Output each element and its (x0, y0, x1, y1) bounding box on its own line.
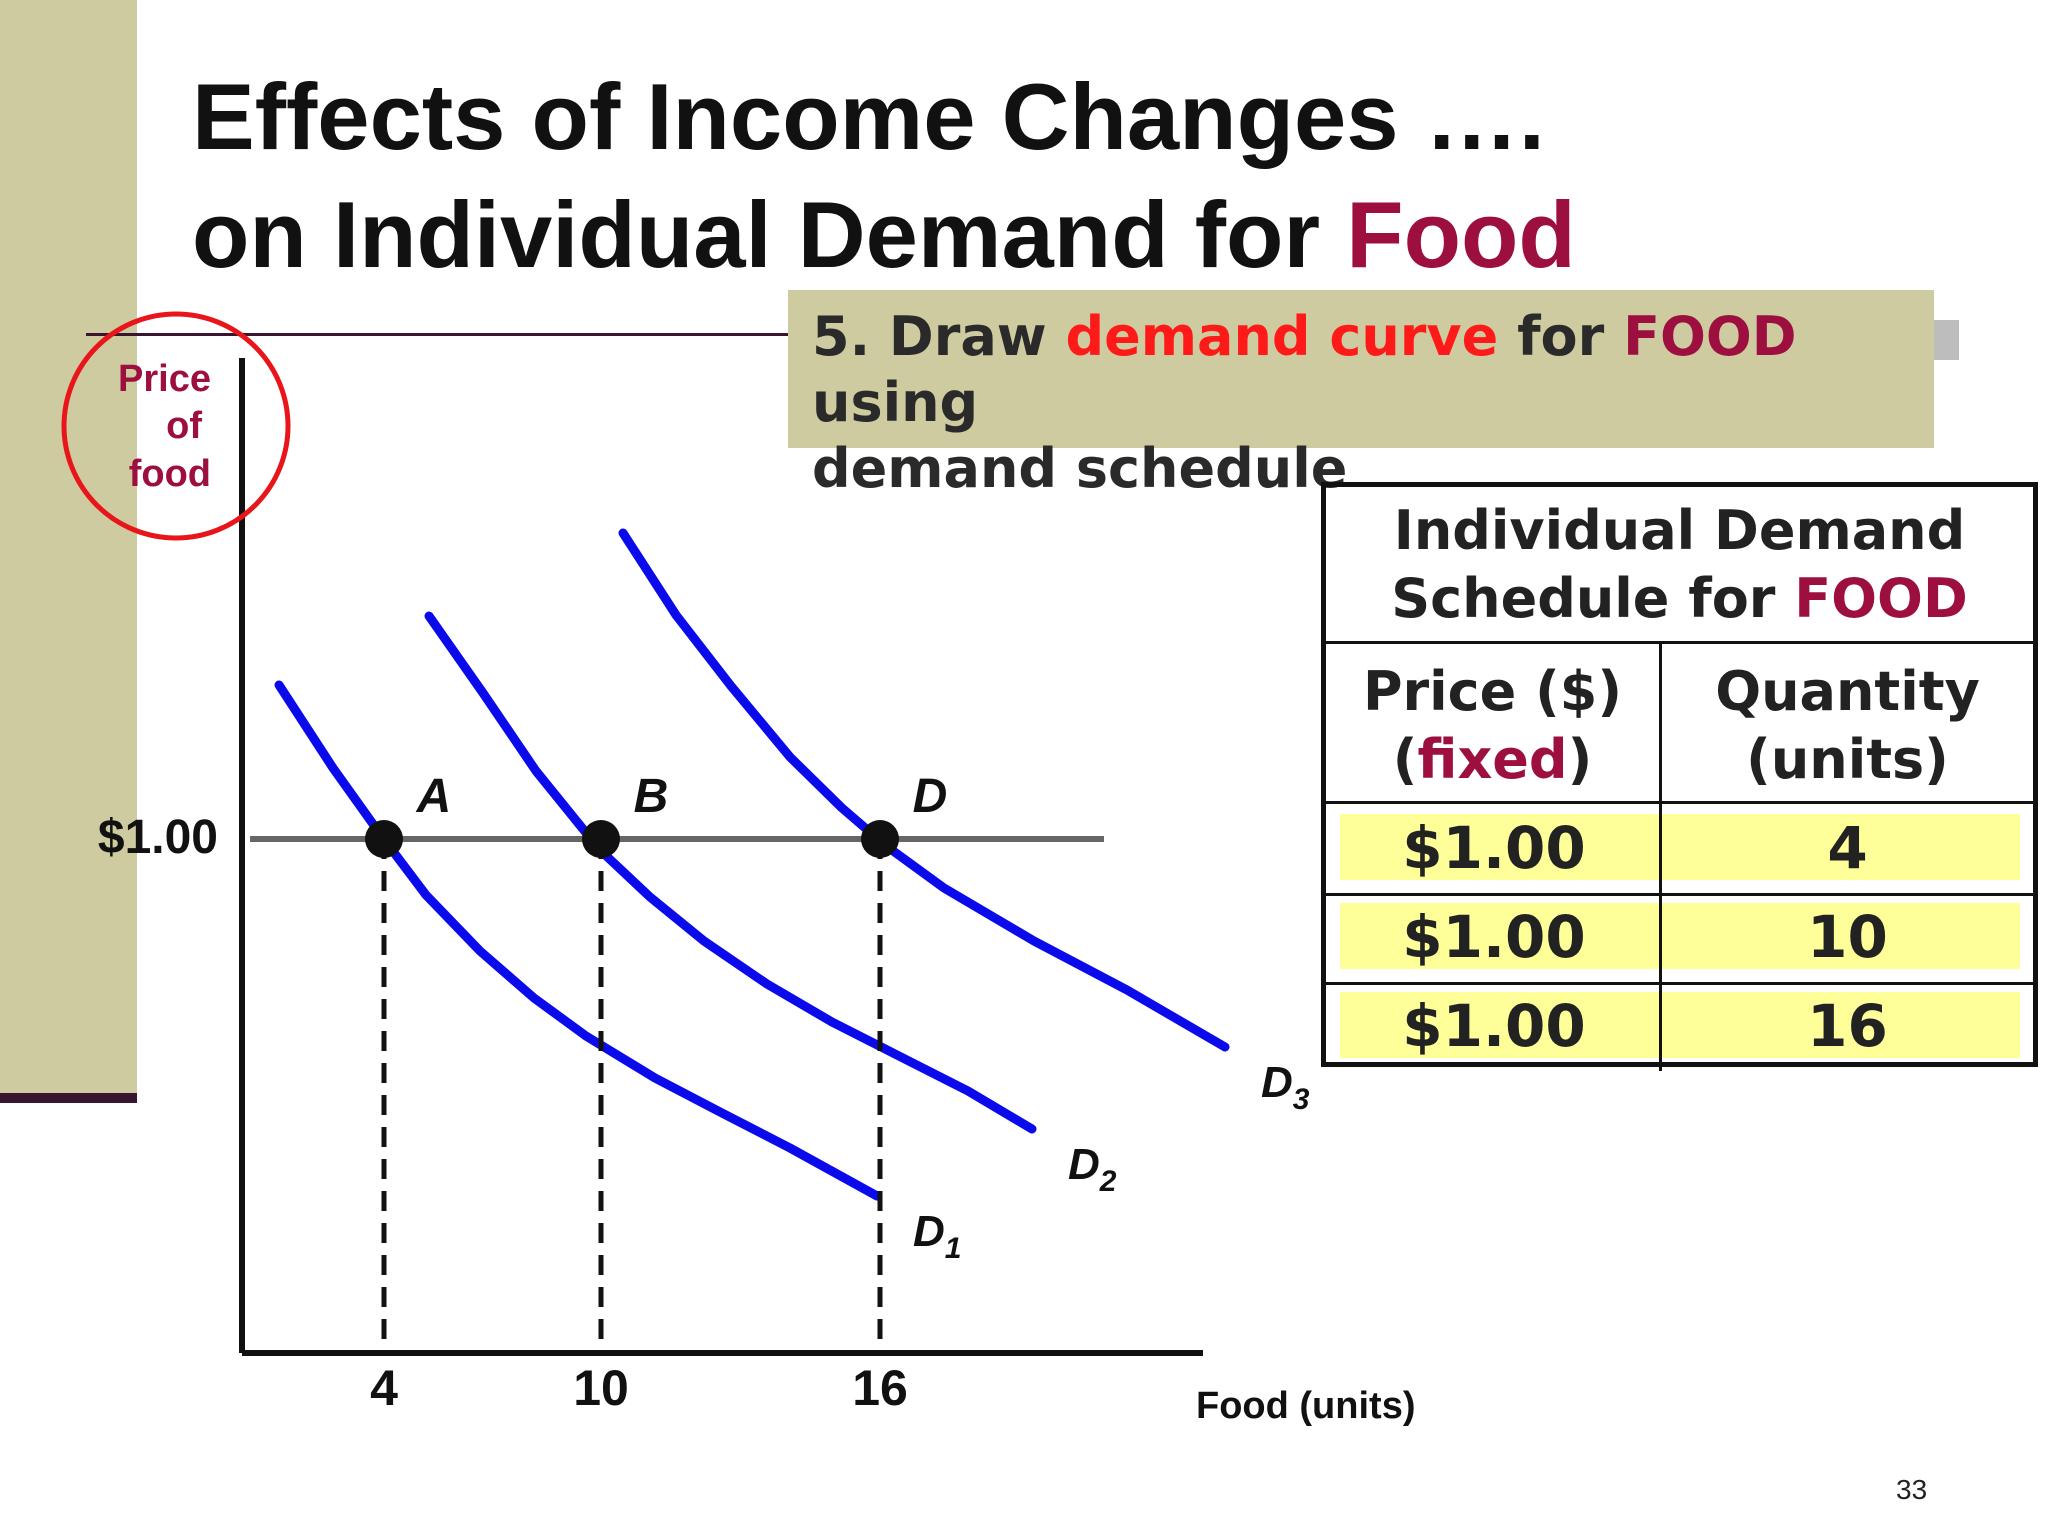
demand-curve-d1 (274, 680, 882, 1201)
row-highlight (1340, 992, 2020, 1058)
price-header-accent: fixed (1417, 728, 1568, 791)
table-caption: Individual Demand Schedule for FOOD (1326, 487, 2033, 644)
series-label-d3: D3 (1261, 1058, 1310, 1116)
table-caption-line-2-prefix: Schedule for (1391, 567, 1795, 630)
price-header-open: ( (1392, 728, 1418, 791)
instruction-maroon-term: FOOD (1623, 305, 1797, 368)
side-accent-bar-underline (0, 1093, 137, 1103)
demand-schedule-table: Individual Demand Schedule for FOOD Pric… (1321, 482, 2038, 1071)
table-caption-line-1: Individual Demand (1393, 499, 1966, 562)
table-row: $1.00 16 (1326, 982, 2033, 1071)
instruction-box: 5. Draw demand curve for FOOD using deman… (788, 290, 1934, 500)
column-divider (1659, 893, 1662, 982)
xlabel: Food (units) (1196, 1385, 1415, 1427)
price-header-close: ) (1567, 728, 1593, 791)
table-header-price: Price ($) (fixed) (1326, 644, 1662, 804)
side-accent-bar (0, 0, 137, 1093)
point-d (861, 820, 899, 858)
quantity-header-line-2: (units) (1746, 728, 1949, 791)
row-highlight (1340, 903, 2020, 969)
price-cell: $1.00 (1402, 903, 1586, 971)
ylabel-line-3: food (129, 453, 211, 495)
table-caption-accent: FOOD (1794, 567, 1968, 630)
column-divider (1659, 804, 1662, 893)
point-label-b: B (634, 770, 669, 823)
quantity-cell: 10 (1807, 903, 1888, 971)
table-row: $1.00 10 (1326, 893, 2033, 985)
ylabel-highlight-circle (61, 311, 291, 541)
table-row: $1.00 4 (1326, 804, 2033, 896)
title-line-2-prefix: on Individual Demand for (192, 182, 1347, 287)
instruction-red-term: demand curve (1065, 305, 1499, 368)
x-tick-label: 16 (852, 1360, 908, 1416)
quantity-cell: 4 (1827, 814, 1868, 882)
page-number: 33 (1896, 1474, 1928, 1505)
slide-title: Effects of Income Changes …. on Individu… (192, 58, 1576, 294)
instruction-middle: for (1498, 305, 1624, 368)
series-label-d1: D1 (913, 1207, 961, 1265)
instruction-suffix: using (812, 371, 979, 434)
table-header-quantity: Quantity (units) (1662, 644, 2033, 804)
price-cell: $1.00 (1402, 992, 1586, 1060)
point-label-a: A (416, 770, 452, 823)
ylabel-line-1: Price (118, 358, 211, 400)
column-divider (1659, 982, 1662, 1071)
price-tick-label: $1.00 (98, 811, 218, 864)
instruction-prefix: 5. Draw (812, 305, 1066, 368)
title-line-2-accent: Food (1346, 182, 1576, 287)
ylabel-line-2: of (166, 405, 202, 447)
title-line-1: Effects of Income Changes …. (192, 64, 1545, 169)
row-highlight (1340, 814, 2020, 880)
instruction-line-2: demand schedule (812, 437, 1348, 500)
price-cell: $1.00 (1402, 814, 1586, 882)
x-tick-label: 10 (573, 1360, 629, 1416)
series-label-d2: D2 (1068, 1140, 1117, 1198)
quantity-cell: 16 (1807, 992, 1888, 1060)
price-header-line-1: Price ($) (1362, 660, 1623, 723)
x-tick-label: 4 (370, 1360, 398, 1416)
quantity-header-line-1: Quantity (1715, 660, 1980, 723)
title-rule-end-mark (1933, 320, 1959, 360)
demand-curve-d3 (618, 528, 1230, 1052)
point-label-d: D (913, 770, 948, 823)
demand-curve-d2 (424, 611, 1037, 1134)
point-a (365, 820, 403, 858)
point-b (582, 820, 620, 858)
